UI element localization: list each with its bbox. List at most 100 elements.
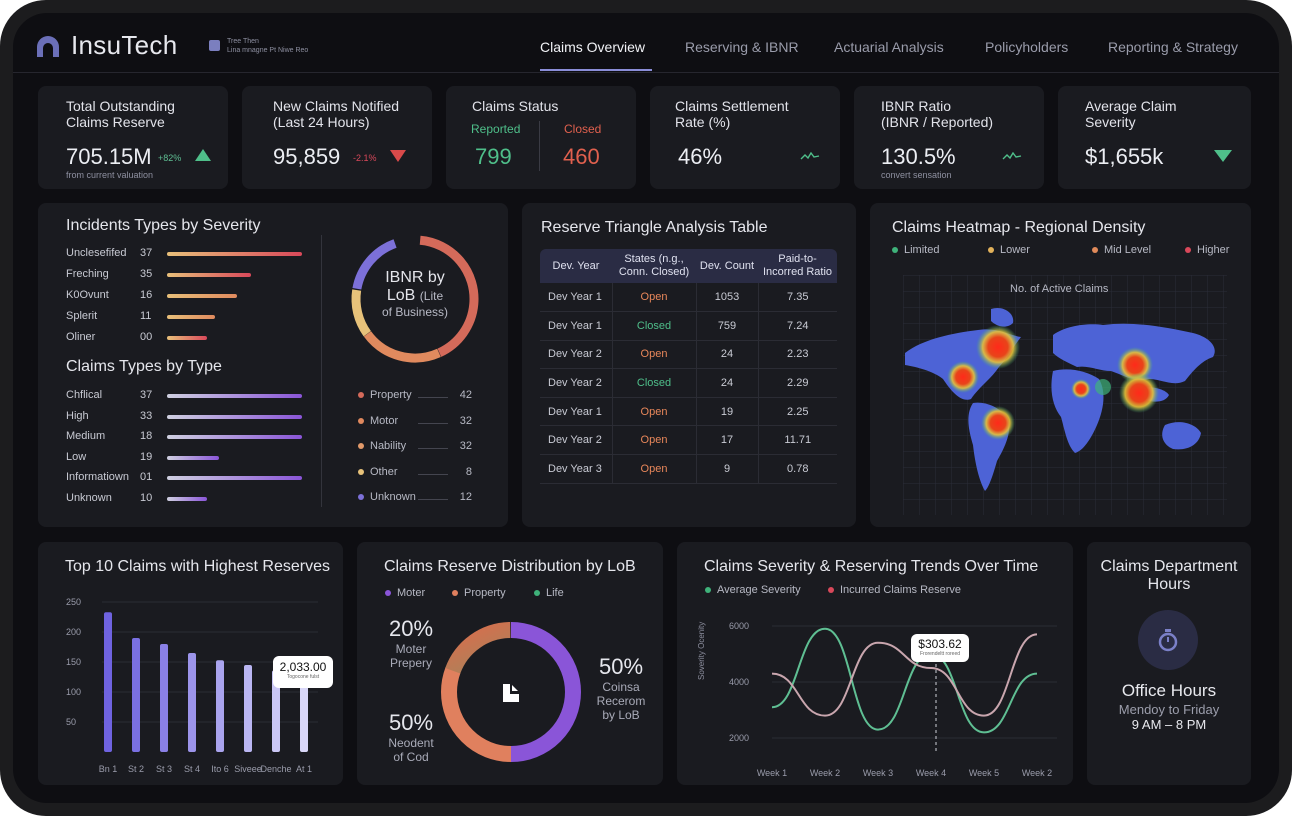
legend-leader <box>418 473 448 475</box>
dev-count-cell: 19 <box>696 397 759 427</box>
legend-label: Moter <box>397 587 426 599</box>
incident-row-label: Freching <box>66 268 109 280</box>
legend-label: Limited <box>904 244 940 256</box>
world-heatmap[interactable] <box>903 275 1227 515</box>
status-divider <box>539 121 540 171</box>
incident-bar <box>167 336 207 340</box>
status-cell: Open <box>612 340 697 370</box>
table-row[interactable]: Dev Year 1 Closed 759 7.24 <box>540 311 837 341</box>
dev-year-cell: Dev Year 2 <box>540 340 613 370</box>
claim-type-bar <box>167 435 302 440</box>
y-tick-label: 200 <box>66 627 81 637</box>
distribution-donut-chart[interactable] <box>439 620 583 764</box>
distribution-legend-item: Life <box>534 587 564 599</box>
incident-bar <box>167 273 251 277</box>
kpi-claims-status[interactable]: Claims Status Reported 799 Closed 460 <box>446 86 636 189</box>
col-header-dev-year: Dev. Year <box>540 249 612 283</box>
dev-year-cell: Dev Year 2 <box>540 425 613 456</box>
kpi-value: 46% <box>678 144 723 169</box>
trend-down-icon <box>1214 150 1232 162</box>
ibnr-legend-item: Motor 32 <box>358 415 472 427</box>
triangle-title: Reserve Triangle Analysis Table <box>541 219 768 236</box>
table-row[interactable]: Dev Year 1 Open 1053 7.35 <box>540 283 837 313</box>
ratio-cell: 2.25 <box>758 397 837 427</box>
tab-reporting-strategy[interactable]: Reporting & Strategy <box>1108 39 1238 55</box>
insutech-logo-icon <box>37 36 59 57</box>
legend-dot <box>358 494 364 501</box>
table-row[interactable]: Dev Year 2 Closed 24 2.29 <box>540 368 837 398</box>
status-cell: Open <box>612 454 697 484</box>
bar <box>272 670 280 752</box>
claim-type-row-label: Low <box>66 450 87 463</box>
tab-reserving-ibnr[interactable]: Reserving & IBNR <box>685 39 799 55</box>
incident-bar <box>167 294 237 298</box>
legend-dot <box>828 587 834 594</box>
heatmap-legend-item: Mid Level <box>1092 244 1151 256</box>
kpi-settlement-rate[interactable]: Claims Settlement Rate (%) 46% <box>650 86 840 189</box>
kpi-title: Claims Settlement Rate (%) <box>675 98 789 130</box>
incidents-panel: Incidents Types by Severity Unclesefifed… <box>38 203 508 527</box>
x-tick-label: Ito 6 <box>211 764 229 774</box>
kpi-title: Average Claim Severity <box>1085 98 1177 130</box>
table-row[interactable]: Dev Year 2 Open 17 11.71 <box>540 425 837 456</box>
table-row[interactable]: Dev Year 1 Open 19 2.25 <box>540 397 837 427</box>
legend-label: Motor <box>370 414 399 427</box>
clock-badge <box>1138 610 1198 670</box>
bar-tooltip: 2,033.00 Togocone fulst <box>273 656 333 688</box>
sparkline-icon <box>800 152 820 160</box>
kpi-average-severity[interactable]: Average Claim Severity $1,655k <box>1058 86 1251 189</box>
line-tooltip: $303.62 Frorendeltt roreed <box>911 634 969 662</box>
dev-count-cell: 1053 <box>696 283 759 313</box>
top10-bar-chart[interactable]: 50 100 150 200 250 Bn 1 St 2 St 3 St 4 Ito 6 Sivee… <box>38 582 343 782</box>
australia <box>1162 422 1201 450</box>
ibnr-donut-chart[interactable] <box>343 227 487 371</box>
incident-row-value: 16 <box>140 289 153 301</box>
tab-claims-overview[interactable]: Claims Overview <box>540 39 646 55</box>
trends-legend-item: Incurred Claims Reserve <box>828 584 961 596</box>
bar <box>132 638 140 752</box>
kpi-outstanding-reserve[interactable]: Total Outstanding Claims Reserve 705.15M … <box>38 86 228 189</box>
office-hours-heading: Office Hours <box>1121 681 1217 700</box>
x-tick-label: Week 5 <box>969 768 999 778</box>
hotspot-africa <box>1071 379 1091 399</box>
workspace-icon <box>209 40 220 51</box>
table-row[interactable]: Dev Year 3 Open 9 0.78 <box>540 454 837 484</box>
ibnr-legend-item: Unknown 12 <box>358 491 472 503</box>
distribution-legend-item: Moter <box>385 587 425 599</box>
incidents-title: Incidents Types by Severity <box>66 217 261 234</box>
incident-row-label: K0Ovunt <box>66 289 109 301</box>
trend-up-icon <box>195 149 211 161</box>
left-top-percent: 20% <box>389 616 434 641</box>
ratio-cell: 7.24 <box>758 311 837 341</box>
legend-value: 32 <box>459 414 472 427</box>
bar <box>216 660 224 752</box>
tab-policyholders[interactable]: Policyholders <box>985 39 1069 55</box>
dev-year-cell: Dev Year 1 <box>540 397 613 427</box>
table-row[interactable]: Dev Year 2 Open 24 2.23 <box>540 340 837 370</box>
legend-dot <box>358 443 364 450</box>
legend-label: Average Severity <box>717 584 801 596</box>
top10-panel: Top 10 Claims with Highest Reserves 50 10… <box>38 542 343 785</box>
reported-value: 799 <box>475 144 512 169</box>
dev-count-cell: 24 <box>696 368 759 398</box>
closed-value: 460 <box>563 144 600 169</box>
ibnr-donut-label: IBNR by LoB (Lite of Business) <box>381 269 449 319</box>
kpi-subtext: convert sensation <box>881 170 952 180</box>
trends-line-chart[interactable]: 2000 4000 6000 Week 1 Week 2 Week 3 Week 4 Week… <box>677 602 1073 782</box>
right-percent: 50% <box>599 654 644 679</box>
legend-label: Life <box>546 587 564 599</box>
active-tab-indicator <box>540 69 652 71</box>
trend-down-icon <box>390 150 406 162</box>
panel-divider <box>321 235 322 507</box>
legend-dot <box>892 247 898 254</box>
tab-actuarial-analysis[interactable]: Actuarial Analysis <box>834 39 944 55</box>
legend-label: Incurred Claims Reserve <box>840 584 962 596</box>
legend-dot <box>358 392 364 399</box>
incident-row-label: Unclesefifed <box>66 247 127 259</box>
claim-type-row-value: 10 <box>140 492 153 504</box>
kpi-ibnr-ratio[interactable]: IBNR Ratio (IBNR / Reported) 130.5% conve… <box>854 86 1044 189</box>
kpi-new-claims[interactable]: New Claims Notified (Last 24 Hours) 95,85… <box>242 86 432 189</box>
kpi-value: $1,655k <box>1085 144 1164 169</box>
dev-count-cell: 9 <box>696 454 759 484</box>
ratio-cell: 2.23 <box>758 340 837 370</box>
